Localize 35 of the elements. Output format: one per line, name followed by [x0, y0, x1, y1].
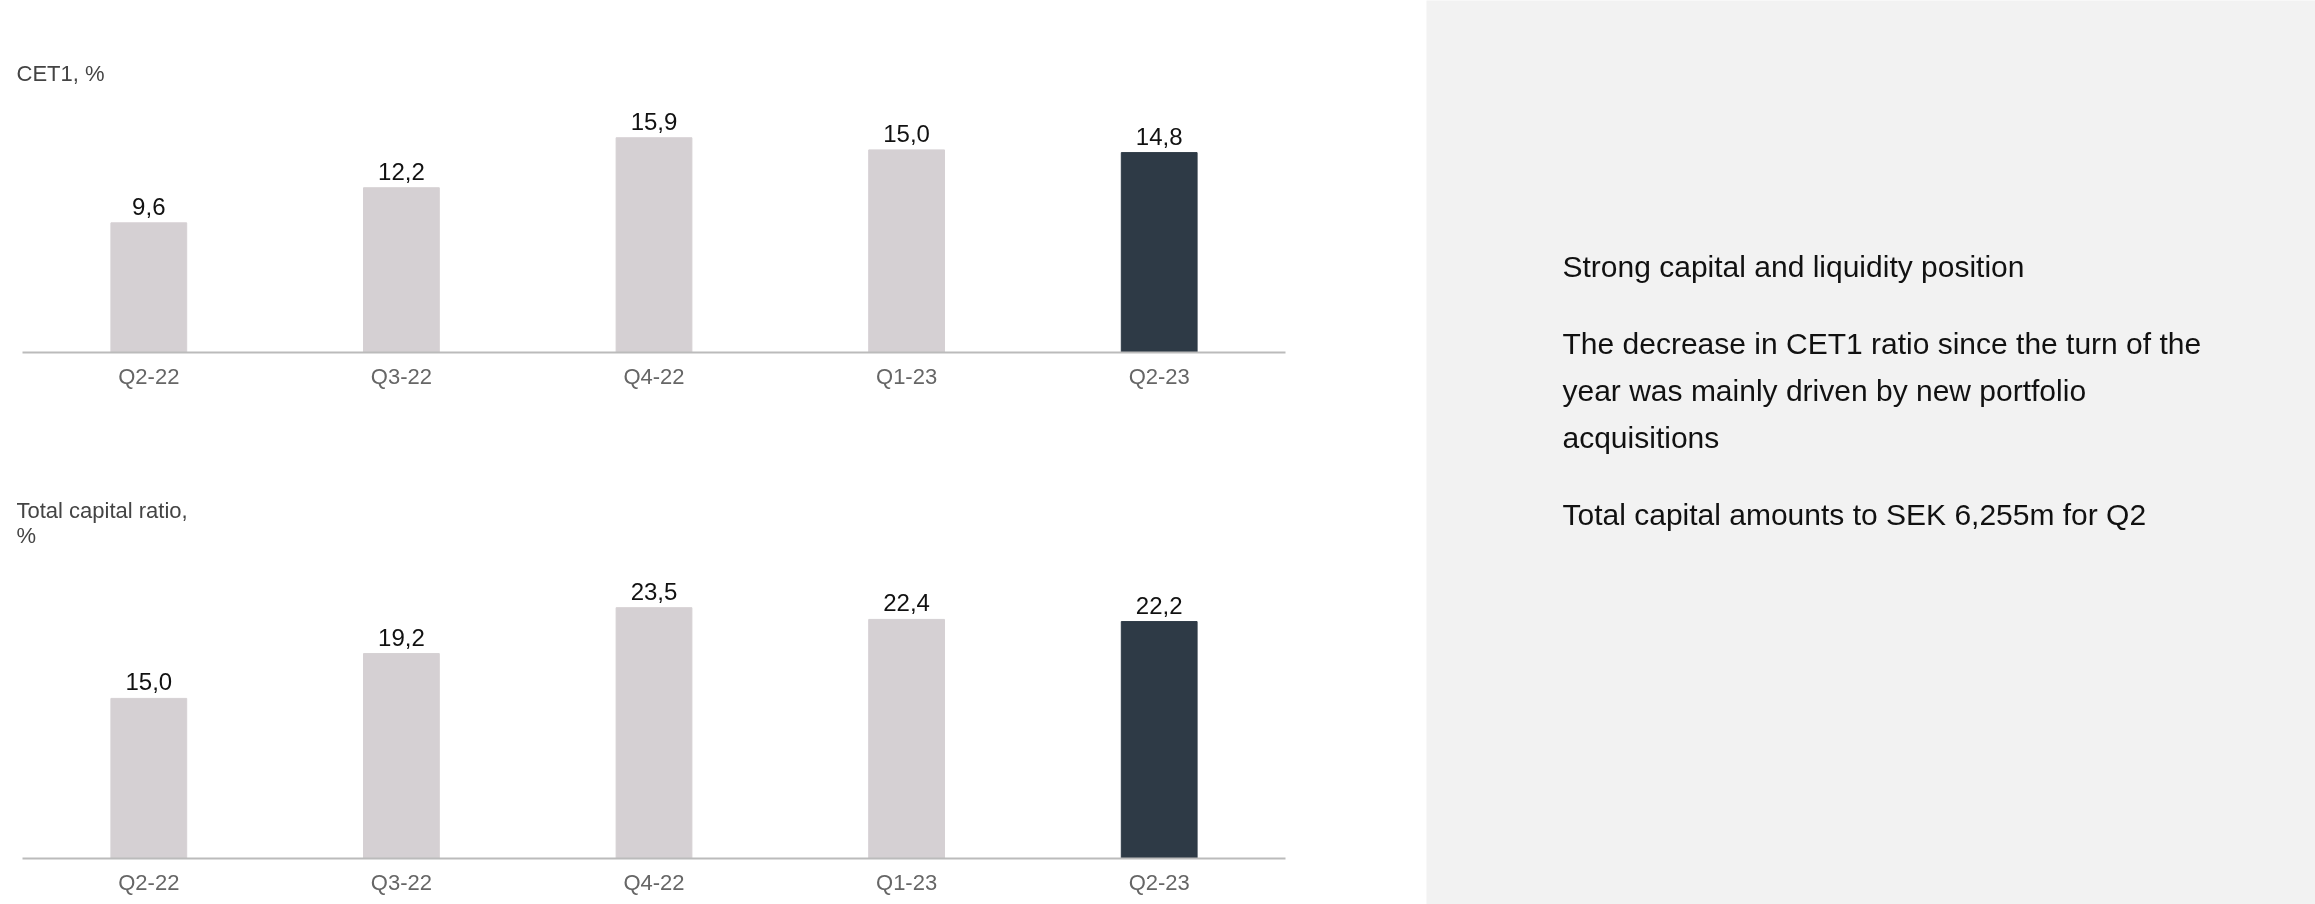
x-tick-label: Q3-22	[370, 869, 432, 895]
data-label: 15,0	[883, 119, 930, 147]
text: The decrease in CET1 ratio since the turn of the year was mainly driven by new portfolio acquisitions	[1562, 327, 2202, 454]
text: Strong capital and liquidity position	[1562, 250, 2025, 283]
chart-title: Total capital ratio, %	[16, 497, 188, 548]
data-label: 15,0	[125, 668, 173, 696]
bar	[1120, 621, 1198, 859]
x-tick-label: Q2-22	[118, 869, 180, 895]
data-label: 14,8	[1135, 122, 1183, 150]
data-label: 12,2	[378, 157, 425, 185]
bar	[615, 137, 693, 353]
x-tick-label: Q1-23	[876, 869, 938, 895]
data-label: 22,2	[1135, 591, 1183, 619]
bar	[868, 618, 945, 859]
x-tick-label: Q3-22	[370, 363, 432, 389]
chart-title: CET1, %	[16, 60, 105, 86]
data-label: 19,2	[378, 623, 425, 651]
bar	[615, 607, 693, 859]
bar	[110, 222, 188, 353]
x-tick-label: Q2-22	[118, 363, 180, 389]
x-tick-label: Q4-22	[623, 363, 685, 389]
bar	[363, 653, 440, 859]
x-tick-label: Q4-22	[623, 869, 685, 895]
bar	[110, 697, 188, 859]
x-tick-label: Q2-23	[1128, 363, 1190, 389]
data-label: 15,9	[630, 107, 678, 135]
x-tick-label: Q1-23	[876, 363, 938, 389]
bar	[363, 187, 440, 353]
bar	[868, 149, 945, 353]
bar	[1120, 152, 1198, 353]
data-label: 9,6	[132, 192, 166, 220]
text: Total capital amounts to SEK 6,255m for Q2	[1562, 498, 2147, 531]
x-tick-label: Q2-23	[1128, 869, 1190, 895]
data-label: 22,4	[883, 589, 930, 617]
data-label: 23,5	[630, 577, 678, 605]
